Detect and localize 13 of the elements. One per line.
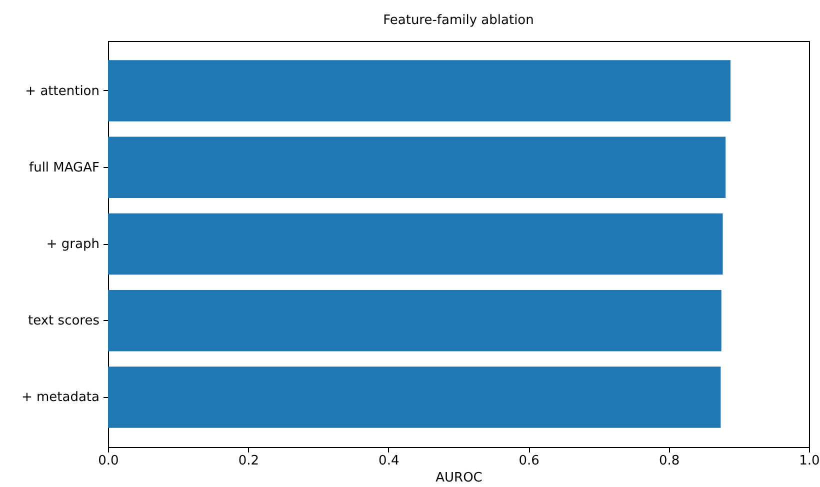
x-tick-label: 0.6 bbox=[518, 454, 540, 468]
chart-title: Feature-family ablation bbox=[383, 13, 534, 28]
x-tick-label: 1.0 bbox=[799, 454, 820, 468]
x-tick-label: 0.8 bbox=[658, 454, 680, 468]
y-tick-label: + attention bbox=[25, 84, 100, 99]
y-tick-label: + graph bbox=[46, 237, 100, 252]
x-tick-label: 0.2 bbox=[238, 454, 260, 468]
x-tick-label: 0.4 bbox=[378, 454, 400, 468]
y-tick-label: text scores bbox=[28, 314, 100, 329]
x-tick-label: 0.0 bbox=[98, 454, 119, 468]
y-tick-label: + metadata bbox=[21, 390, 100, 406]
y-tick-label: full MAGAF bbox=[29, 160, 100, 176]
x-axis-title: AUROC bbox=[436, 470, 482, 486]
